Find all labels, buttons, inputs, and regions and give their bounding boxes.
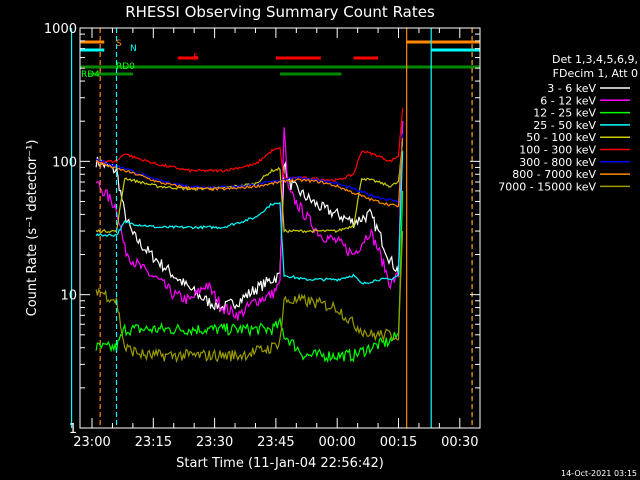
- y-tick-label: 1: [69, 422, 77, 437]
- x-axis-label: Start Time (11-Jan-04 22:56:42): [176, 456, 384, 471]
- series-line-6: [95, 134, 404, 204]
- legend-entry-label: 12 - 25 keV: [533, 107, 596, 120]
- legend-header-line: Det 1,3,4,5,6,9,: [552, 53, 638, 66]
- legend-header-line: FDecim 1, Att 0: [553, 67, 638, 80]
- legend-entry-label: 100 - 300 keV: [519, 144, 596, 157]
- flag-label-flare: F: [193, 53, 198, 63]
- x-tick-label: 00:00: [318, 435, 355, 450]
- flag-label-rd0: RD0: [116, 62, 135, 72]
- flag-label-saa: S: [116, 39, 122, 49]
- x-tick-label: 23:15: [135, 435, 172, 450]
- x-tick-label: 00:30: [441, 435, 478, 450]
- series-line-2: [95, 190, 404, 364]
- x-tick-label: 23:30: [196, 435, 233, 450]
- series-line-5: [95, 108, 404, 183]
- legend-entry-label: 3 - 6 keV: [547, 82, 596, 95]
- legend-entry-label: 800 - 7000 keV: [512, 168, 596, 181]
- x-tick-label: 00:15: [380, 435, 417, 450]
- legend-entry-label: 300 - 800 keV: [519, 156, 596, 169]
- footer-date: 14-Oct-2021 03:15: [561, 469, 637, 478]
- legend-entry-label: 25 - 50 keV: [533, 119, 596, 132]
- flag-label-rd4: RD4: [81, 70, 100, 80]
- legend-entry-label: 7000 - 15000 keV: [498, 180, 596, 193]
- y-tick-label: 100: [52, 155, 77, 170]
- plot-frame: [79, 27, 481, 429]
- series-line-8: [95, 231, 404, 364]
- y-axis-ticks: 1 10 100 1000: [44, 22, 480, 437]
- legend: Det 1,3,4,5,6,9,FDecim 1, Att 0 3 - 6 keV…: [498, 53, 638, 193]
- svg-text:Count Rate (s⁻¹ detector⁻¹): Count Rate (s⁻¹ detector⁻¹): [25, 140, 40, 317]
- legend-entry-label: 50 - 100 keV: [526, 131, 596, 144]
- flag-labels: S N F RD0 RD4: [81, 39, 198, 80]
- x-tick-label: 23:00: [73, 435, 110, 450]
- x-axis-ticks: 23:00 23:15 23:30 23:45 00:00 00:15 00:30: [73, 28, 479, 450]
- x-tick-label: 23:45: [257, 435, 294, 450]
- flags-layer: [80, 40, 480, 76]
- flag-label-night: N: [130, 44, 137, 54]
- chart-title: RHESSI Observing Summary Count Rates: [125, 3, 435, 21]
- series-line-3: [95, 150, 404, 285]
- series-line-7: [96, 137, 404, 208]
- y-axis-label: Count Rate (s⁻¹ detector⁻¹): [25, 140, 40, 317]
- y-tick-label: 10: [60, 289, 77, 304]
- series-layer: [95, 108, 404, 364]
- y-tick-label: 1000: [44, 22, 77, 37]
- series-line-0: [95, 121, 404, 313]
- vlines-layer: [70, 28, 473, 428]
- series-line-1: [95, 121, 404, 321]
- legend-entry-label: 6 - 12 keV: [540, 94, 596, 107]
